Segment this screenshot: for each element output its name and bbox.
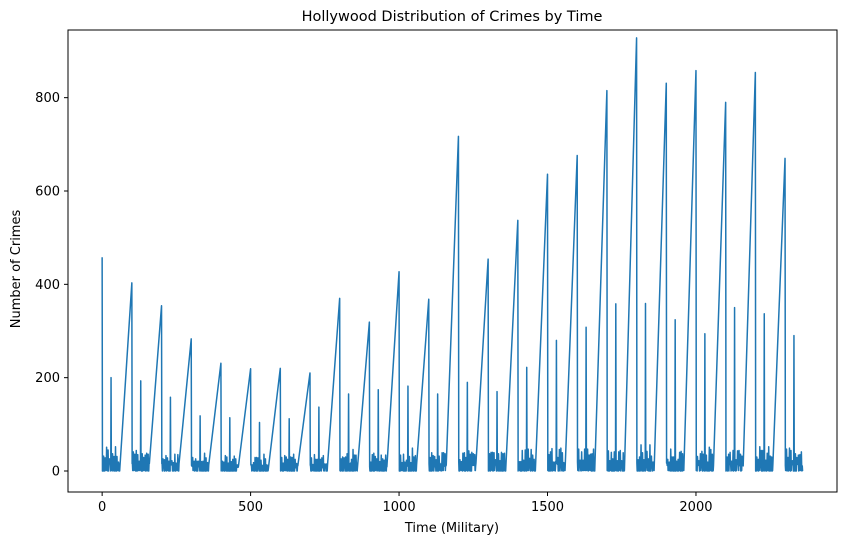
y-tick-label: 400	[35, 278, 60, 293]
chart-title: Hollywood Distribution of Crimes by Time	[302, 9, 603, 25]
y-tick-label: 0	[52, 465, 60, 480]
axes-background	[68, 30, 837, 492]
x-tick-label: 2000	[679, 500, 712, 515]
axes-frame	[67, 29, 838, 493]
y-tick-label: 600	[35, 185, 60, 200]
x-tick-label: 1000	[383, 500, 416, 515]
plot-area	[67, 29, 838, 493]
y-axis: 0 200 400 600 800	[35, 91, 68, 480]
x-tick-label: 0	[98, 500, 106, 515]
y-tick-label: 200	[35, 371, 60, 386]
series-layer	[101, 37, 804, 472]
x-axis-label: Time (Military)	[404, 521, 499, 536]
y-axis-label: Number of Crimes	[9, 210, 24, 329]
x-tick-label: 500	[238, 500, 263, 515]
y-tick-label: 800	[35, 91, 60, 106]
x-tick-label: 1500	[531, 500, 564, 515]
x-axis: 0 500 1000 1500 2000	[98, 492, 713, 515]
series-line	[101, 37, 804, 472]
